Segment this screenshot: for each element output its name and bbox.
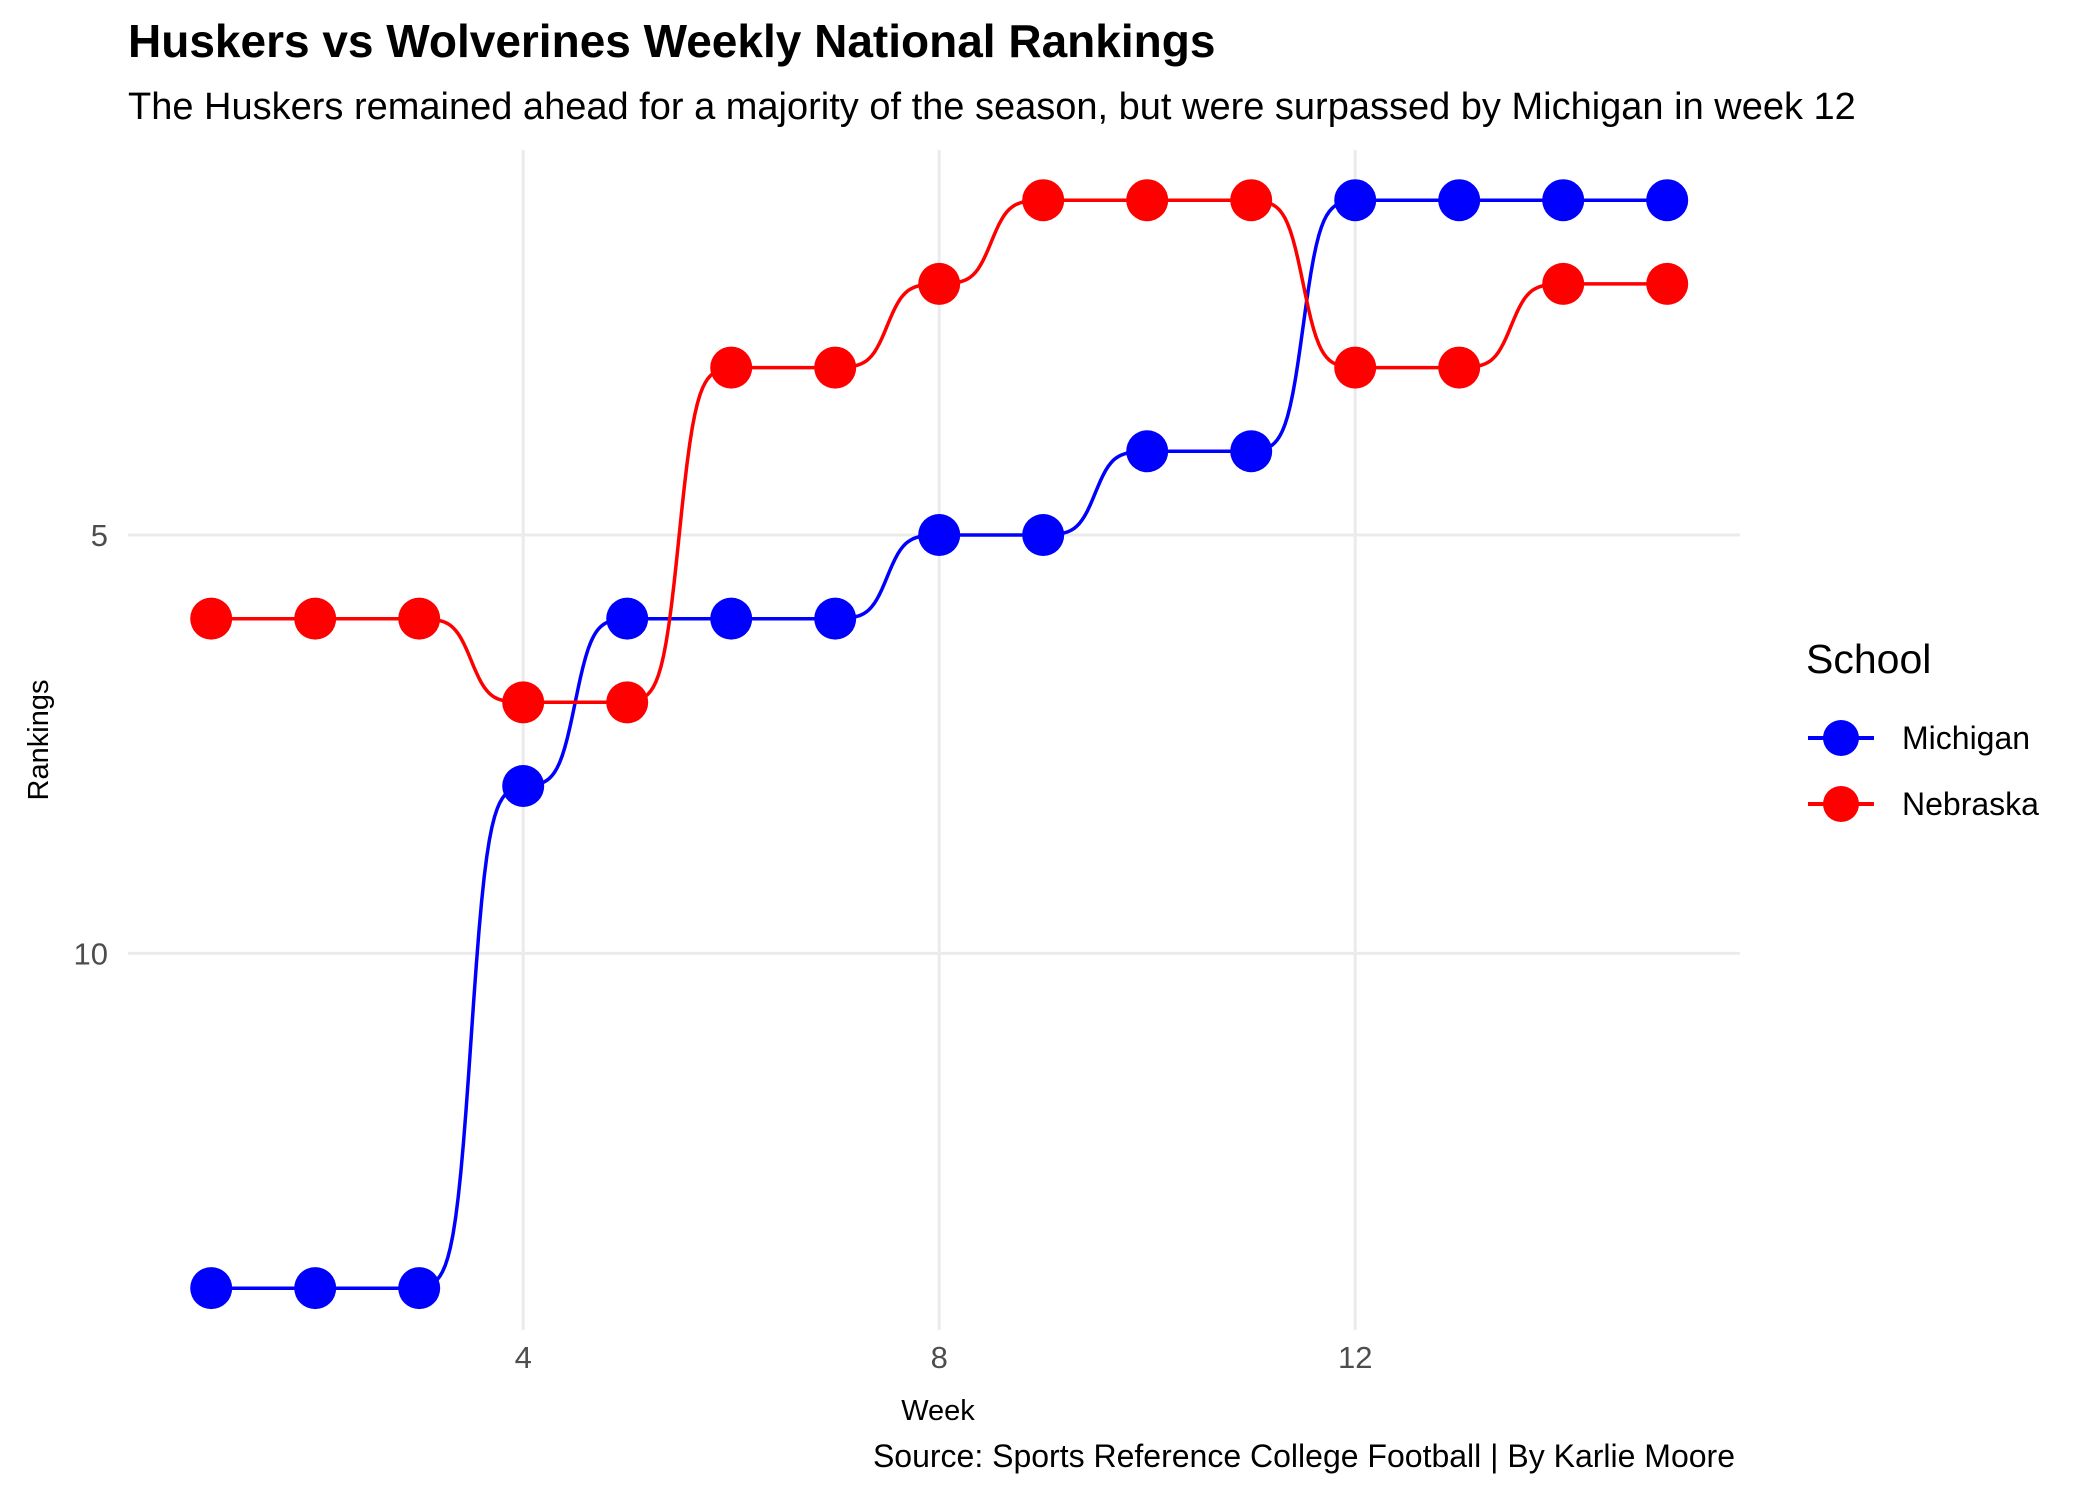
data-point-nebraska (710, 346, 753, 389)
legend: School Michigan Nebraska (1806, 636, 2039, 837)
data-point-michigan (1022, 513, 1065, 556)
data-point-nebraska (1646, 262, 1689, 305)
data-point-nebraska (1230, 179, 1273, 222)
data-point-nebraska (502, 681, 545, 724)
x-tick-label: 12 (1338, 1340, 1372, 1375)
legend-title: School (1806, 636, 1932, 682)
y-tick-label: 5 (91, 518, 108, 553)
x-axis-title: Week (901, 1395, 975, 1427)
data-point-michigan (398, 1267, 441, 1310)
legend-item-nebraska: Nebraska (1806, 771, 2039, 837)
data-point-nebraska (1022, 179, 1065, 222)
data-point-nebraska (294, 597, 337, 640)
x-tick-label: 4 (515, 1340, 532, 1375)
legend-key-dot (1823, 786, 1859, 822)
x-tick-labels: 4 8 12 (515, 1340, 1373, 1375)
data-point-michigan (502, 765, 545, 808)
data-point-michigan (918, 513, 961, 556)
data-point-nebraska (190, 597, 233, 640)
chart-caption: Source: Sports Reference College Footbal… (872, 1438, 1735, 1474)
chart-subtitle: The Huskers remained ahead for a majorit… (128, 86, 1856, 128)
data-point-michigan (1230, 430, 1273, 473)
data-point-michigan (1542, 179, 1585, 222)
data-point-michigan (1438, 179, 1481, 222)
data-point-michigan (1646, 179, 1689, 222)
y-tick-labels: 5 10 (74, 518, 108, 971)
y-tick-label: 10 (74, 936, 108, 971)
series-points (190, 179, 1689, 1310)
data-point-michigan (710, 597, 753, 640)
legend-items: Michigan Nebraska (1806, 705, 2039, 837)
legend-key-dot (1823, 720, 1859, 756)
data-point-nebraska (398, 597, 441, 640)
data-point-nebraska (814, 346, 857, 389)
data-point-michigan (294, 1267, 337, 1310)
legend-item-michigan: Michigan (1806, 705, 2039, 771)
data-point-michigan (606, 597, 649, 640)
data-point-nebraska (1334, 346, 1377, 389)
data-point-nebraska (1542, 262, 1585, 305)
data-point-michigan (1334, 179, 1377, 222)
grid-lines (128, 150, 1740, 1330)
chart-title: Huskers vs Wolverines Weekly National Ra… (128, 15, 1216, 67)
data-point-michigan (814, 597, 857, 640)
data-point-nebraska (1438, 346, 1481, 389)
data-point-nebraska (606, 681, 649, 724)
legend-label-nebraska: Nebraska (1902, 785, 2039, 822)
legend-label-michigan: Michigan (1902, 719, 2031, 756)
data-point-michigan (1126, 430, 1169, 473)
data-point-nebraska (1126, 179, 1169, 222)
data-point-nebraska (918, 262, 961, 305)
x-tick-label: 8 (931, 1340, 948, 1375)
data-point-michigan (190, 1267, 233, 1310)
y-axis-title: Rankings (23, 680, 55, 801)
legend-key-nebraska (1806, 784, 1876, 824)
legend-key-michigan (1806, 718, 1876, 758)
